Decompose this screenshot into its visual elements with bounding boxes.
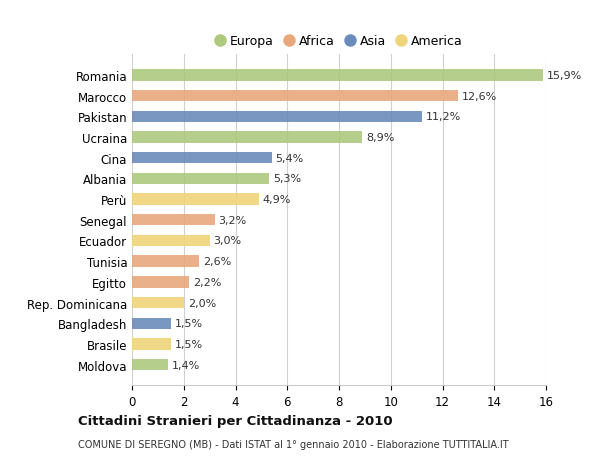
Bar — [132, 277, 189, 288]
Text: 15,9%: 15,9% — [547, 71, 583, 81]
Bar — [132, 194, 259, 205]
Text: 8,9%: 8,9% — [366, 133, 395, 143]
Text: 11,2%: 11,2% — [425, 112, 461, 122]
Bar — [132, 256, 199, 267]
Text: 5,3%: 5,3% — [273, 174, 301, 184]
Text: 2,6%: 2,6% — [203, 257, 232, 267]
Text: 1,5%: 1,5% — [175, 319, 203, 329]
Legend: Europa, Africa, Asia, America: Europa, Africa, Asia, America — [211, 32, 467, 52]
Text: 3,0%: 3,0% — [214, 236, 242, 246]
Bar — [132, 297, 184, 308]
Bar — [132, 174, 269, 185]
Text: 1,4%: 1,4% — [172, 360, 200, 370]
Text: Cittadini Stranieri per Cittadinanza - 2010: Cittadini Stranieri per Cittadinanza - 2… — [78, 414, 392, 428]
Bar — [132, 318, 171, 329]
Bar — [132, 339, 171, 350]
Text: 4,9%: 4,9% — [263, 195, 291, 205]
Text: 12,6%: 12,6% — [462, 91, 497, 101]
Bar — [132, 132, 362, 143]
Bar — [132, 235, 209, 246]
Text: 1,5%: 1,5% — [175, 339, 203, 349]
Text: 3,2%: 3,2% — [218, 215, 247, 225]
Text: COMUNE DI SEREGNO (MB) - Dati ISTAT al 1° gennaio 2010 - Elaborazione TUTTITALIA: COMUNE DI SEREGNO (MB) - Dati ISTAT al 1… — [78, 440, 509, 449]
Text: 5,4%: 5,4% — [275, 153, 304, 163]
Bar — [132, 215, 215, 226]
Bar — [132, 70, 544, 81]
Text: 2,0%: 2,0% — [188, 298, 216, 308]
Bar — [132, 153, 272, 164]
Bar — [132, 112, 422, 123]
Bar — [132, 91, 458, 102]
Text: 2,2%: 2,2% — [193, 277, 221, 287]
Bar — [132, 359, 168, 370]
